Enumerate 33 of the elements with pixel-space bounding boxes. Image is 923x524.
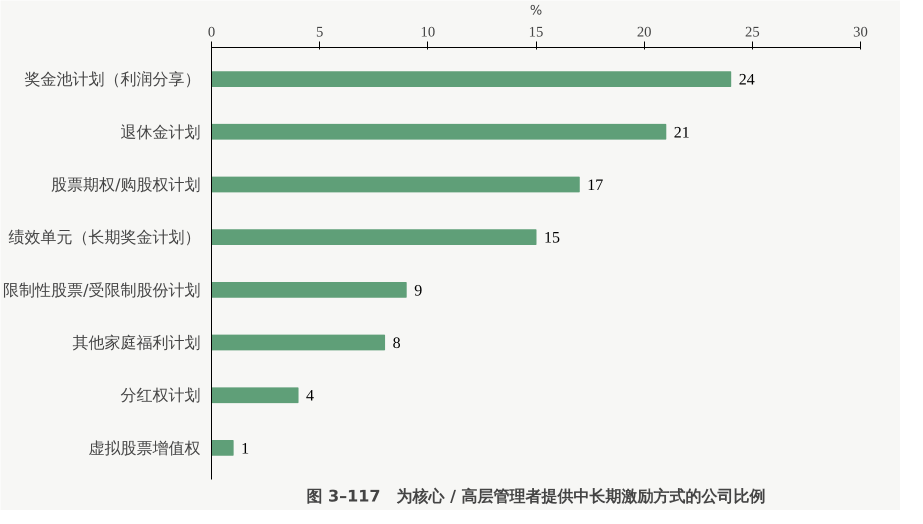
bar	[212, 334, 386, 350]
bar	[212, 282, 407, 298]
x-tick-label: 20	[636, 24, 652, 40]
bar	[212, 124, 666, 140]
data-label: 9	[414, 282, 422, 300]
y-tick-label: 退休金计划	[120, 122, 200, 142]
y-tick-label: 股票期权/购股权计划	[51, 174, 200, 194]
data-label: 21	[674, 124, 690, 142]
data-label: 17	[587, 176, 604, 194]
x-tick-label: 5	[316, 24, 324, 40]
y-tick-label: 限制性股票/受限制股份计划	[3, 280, 200, 300]
y-tick-label: 绩效单元（长期奖金计划）	[8, 228, 200, 247]
x-axis-title: %	[530, 4, 542, 18]
bar	[212, 71, 732, 87]
bar	[212, 440, 234, 456]
y-tick-label: 虚拟股票增值权	[88, 438, 200, 458]
y-tick-label: 奖金池计划（利润分享）	[24, 70, 200, 89]
y-tick-label: 其他家庭福利计划	[72, 333, 200, 352]
bar	[212, 229, 536, 246]
data-label: 1	[241, 440, 250, 458]
text: 图 3–117 为核心 / 高层管理者提供中长期激励方式的公司比例	[306, 486, 766, 506]
y-tick-label: 分红权计划	[120, 386, 200, 405]
bar	[212, 387, 299, 404]
data-label: 15	[544, 230, 560, 247]
bar	[212, 176, 580, 192]
data-label: 24	[738, 72, 755, 89]
x-tick-label: 30	[853, 24, 868, 40]
data-label: 4	[306, 388, 314, 405]
x-tick-label: 25	[745, 24, 760, 40]
x-tick-label: 15	[528, 24, 544, 40]
x-tick-label: 10	[420, 24, 436, 40]
data-label: 8	[392, 335, 401, 352]
x-tick-label: 0	[208, 24, 216, 40]
